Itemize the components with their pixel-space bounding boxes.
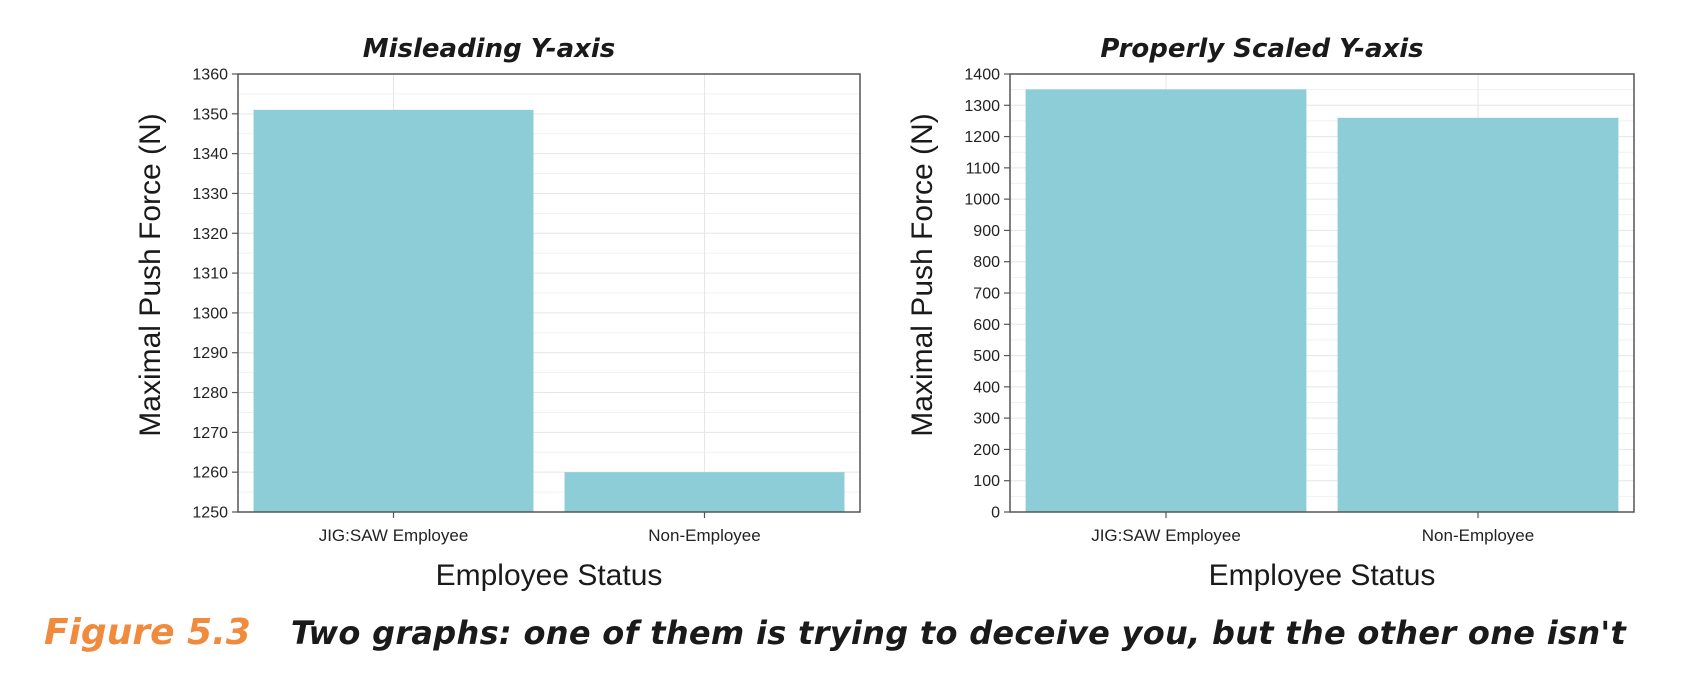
x-tick-label: Non-Employee [648, 526, 760, 545]
y-tick-label: 1280 [192, 385, 228, 402]
x-tick-label: Non-Employee [1422, 526, 1534, 545]
y-tick-label: 1300 [964, 98, 1000, 115]
y-tick-label: 1250 [192, 505, 228, 522]
plot-frame [237, 73, 861, 513]
y-tick-label: 500 [973, 348, 1000, 365]
y-tick-label: 1000 [964, 192, 1000, 209]
x-tick-label: JIG:SAW Employee [1091, 526, 1241, 545]
figure-caption-text: Two graphs: one of them is trying to dec… [290, 614, 1627, 652]
y-tick-label: 1290 [192, 345, 228, 362]
y-tick-label: 0 [991, 505, 1000, 522]
y-tick-label: 700 [973, 286, 1000, 303]
y-axis-label: Maximal Push Force (N) [134, 113, 167, 436]
y-tick-label: 1260 [192, 465, 228, 482]
y-tick-label: 1330 [192, 186, 228, 203]
bar-1 [1025, 89, 1307, 512]
x-tick-label: JIG:SAW Employee [319, 526, 469, 545]
y-tick-label: 1360 [192, 67, 228, 84]
charts-figure: 1250 1260 1270 1280 1290 1300 1310 1320 1330 1340… [134, 34, 1635, 592]
chart-title: Misleading Y-axis [363, 34, 616, 64]
y-tick-label: 1270 [192, 425, 228, 442]
figure-caption: Figure 5.3 Two graphs: one of them is tr… [44, 612, 1626, 664]
y-tick-label: 200 [973, 442, 1000, 459]
y-tick-label: 1400 [964, 67, 1000, 84]
y-tick-label: 800 [973, 254, 1000, 271]
y-tick-label: 400 [973, 379, 1000, 396]
chart-2: 0 100 200 300 400 500 600 700 800 900 1000 1100 1200… [906, 34, 1635, 592]
chart-1: 1250 1260 1270 1280 1290 1300 1310 1320 1330 1340… [134, 34, 861, 592]
y-tick-label: 1200 [964, 129, 1000, 146]
chart-title: Properly Scaled Y-axis [1100, 34, 1423, 64]
y-tick-label: 100 [973, 473, 1000, 490]
y-tick-label: 600 [973, 317, 1000, 334]
y-axis-label: Maximal Push Force (N) [906, 113, 939, 436]
y-tick-label: 1340 [192, 146, 228, 163]
y-tick-label: 1100 [966, 160, 1001, 177]
x-axis-label: Employee Status [436, 559, 663, 592]
x-axis-label: Employee Status [1209, 559, 1436, 592]
bar-1 [253, 109, 534, 512]
y-tick-label: 900 [973, 223, 1000, 240]
y-tick-label: 1350 [192, 106, 228, 123]
figure-number: Figure 5.3 [44, 612, 251, 653]
y-tick-label: 300 [973, 411, 1000, 428]
y-tick-label: 1300 [192, 305, 228, 322]
bar-2 [564, 472, 845, 512]
y-tick-label: 1320 [192, 226, 228, 243]
y-tick-label: 1310 [192, 266, 228, 283]
bar-2 [1337, 117, 1619, 513]
